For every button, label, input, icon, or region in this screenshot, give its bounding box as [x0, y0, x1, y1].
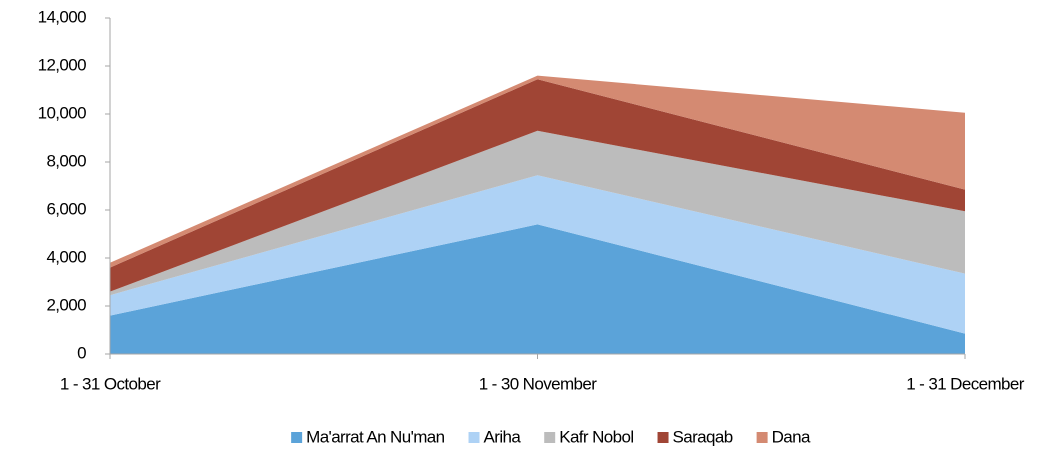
area: [110, 175, 965, 334]
legend-label: Ma'arrat An Nu'man: [306, 427, 445, 446]
area: [110, 79, 965, 292]
y-tick-label: 0: [77, 343, 86, 362]
legend-swatch: [756, 432, 768, 443]
legend-swatch: [468, 432, 480, 443]
x-tick-label: 1 - 30 November: [479, 374, 598, 393]
x-tick-label: 1 - 31 October: [60, 374, 161, 393]
area: [110, 224, 965, 354]
y-tick-label: 6,000: [46, 199, 86, 218]
y-tick-label: 14,000: [38, 7, 87, 26]
legend-swatch: [657, 432, 669, 443]
y-tick-label: 4,000: [46, 247, 86, 266]
area: [110, 130, 965, 296]
y-tick-label: 10,000: [38, 103, 87, 122]
legend-label: Dana: [772, 427, 811, 446]
x-tick-label: 1 - 31 December: [906, 374, 1025, 393]
legend-label: Kafr Nobol: [559, 427, 633, 446]
legend-label: Saraqab: [673, 427, 733, 446]
y-tick-label: 8,000: [46, 151, 86, 170]
legend-swatch: [544, 432, 556, 443]
y-tick-label: 12,000: [38, 55, 87, 74]
y-tick-label: 2,000: [46, 295, 86, 314]
area: [110, 75, 965, 268]
legend-label: Ariha: [484, 427, 522, 446]
legend-swatch: [291, 432, 303, 443]
